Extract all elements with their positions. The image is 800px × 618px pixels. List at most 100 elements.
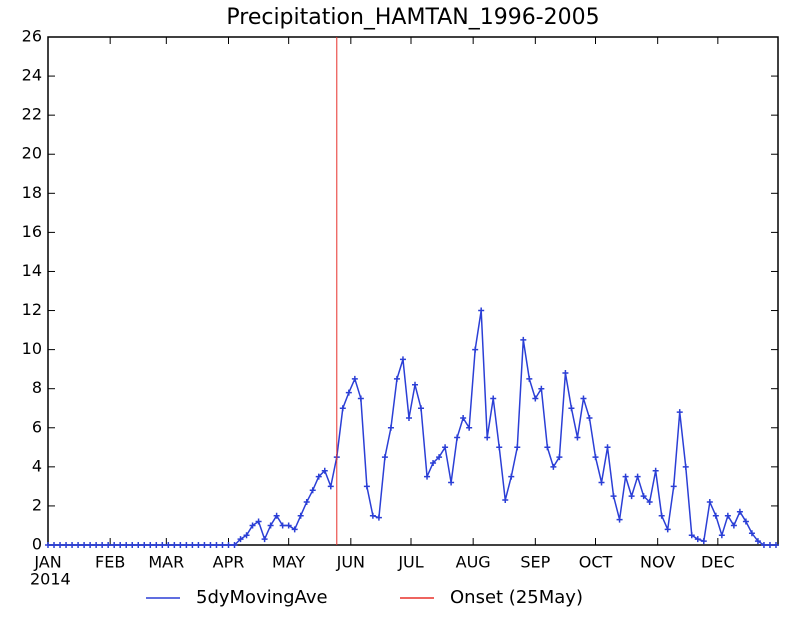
point-marker (718, 532, 725, 539)
point-marker (748, 530, 755, 537)
point-marker (195, 542, 202, 548)
point-marker (538, 385, 545, 392)
point-marker (207, 542, 214, 548)
point-marker (363, 483, 370, 490)
point-marker (658, 512, 665, 519)
point-marker (436, 454, 443, 461)
x-tick-label: JAN (33, 553, 61, 572)
y-tick-label: 20 (22, 144, 42, 163)
y-tick-label: 14 (22, 261, 42, 280)
point-marker (375, 514, 382, 521)
series-line (48, 310, 776, 546)
point-marker (448, 479, 455, 486)
point-marker (321, 467, 328, 474)
y-tick-label: 24 (22, 66, 42, 85)
legend-label: Onset (25May) (450, 587, 583, 608)
plot-frame (47, 36, 779, 546)
x-tick-label: OCT (579, 553, 613, 572)
point-marker (526, 375, 533, 382)
point-marker (189, 542, 196, 548)
point-marker (556, 454, 563, 461)
point-marker (736, 508, 743, 515)
point-marker (153, 542, 160, 548)
point-marker (502, 497, 509, 504)
point-marker (496, 444, 503, 451)
x-tick-label: MAY (272, 553, 306, 572)
point-marker (267, 522, 274, 529)
point-marker (652, 467, 659, 474)
point-marker (171, 542, 178, 548)
x-tick-label: JUN (336, 553, 365, 572)
point-marker (381, 454, 388, 461)
point-marker (63, 542, 70, 548)
point-marker (484, 434, 491, 441)
point-marker (111, 542, 118, 548)
point-marker (616, 516, 623, 523)
point-marker (291, 526, 298, 533)
point-marker (387, 424, 394, 431)
point-marker (279, 522, 286, 529)
point-marker (177, 542, 184, 548)
point-marker (339, 405, 346, 412)
point-marker (183, 542, 190, 548)
x-tick-label: MAR (148, 553, 184, 572)
x-tick-label: NOV (640, 553, 675, 572)
point-marker (742, 518, 749, 525)
y-tick-label: 0 (32, 535, 42, 554)
point-marker (562, 370, 569, 377)
point-marker (129, 542, 136, 548)
point-marker (99, 542, 106, 548)
point-marker (249, 522, 256, 529)
point-marker (309, 487, 316, 494)
point-marker (544, 444, 551, 451)
point-marker (105, 542, 112, 548)
point-marker (273, 512, 280, 519)
point-marker (712, 512, 719, 519)
point-marker (514, 444, 521, 451)
y-tick-label: 2 (32, 495, 42, 514)
legend-label: 5dyMovingAve (196, 587, 328, 608)
point-marker (123, 542, 130, 548)
point-marker (706, 499, 713, 506)
point-marker (766, 542, 773, 548)
point-marker (646, 499, 653, 506)
chart-title: Precipitation_HAMTAN_1996-2005 (226, 5, 599, 30)
x-tick-label: DEC (701, 553, 735, 572)
point-marker (418, 405, 425, 412)
point-marker (393, 375, 400, 382)
point-marker (568, 405, 575, 412)
x-tick-label: JUL (397, 553, 423, 572)
point-marker (357, 395, 364, 402)
point-marker (255, 518, 262, 525)
point-marker (303, 499, 310, 506)
point-marker (472, 346, 479, 353)
point-marker (399, 356, 406, 363)
point-marker (664, 526, 671, 533)
point-marker (532, 395, 539, 402)
point-marker (640, 493, 647, 500)
point-marker (87, 542, 94, 548)
point-marker (610, 493, 617, 500)
point-marker (688, 532, 695, 539)
y-tick-label: 8 (32, 378, 42, 397)
point-marker (93, 542, 100, 548)
point-marker (51, 542, 58, 548)
point-marker (261, 536, 268, 543)
point-marker (628, 493, 635, 500)
point-marker (345, 389, 352, 396)
point-marker (135, 542, 142, 548)
point-marker (592, 454, 599, 461)
point-marker (430, 459, 437, 466)
point-marker (225, 542, 232, 548)
point-marker (634, 473, 641, 480)
x-tick-label: APR (213, 553, 245, 572)
point-marker (724, 512, 731, 519)
point-marker (508, 473, 515, 480)
point-marker (237, 536, 244, 543)
point-marker (586, 415, 593, 421)
point-marker (772, 542, 779, 548)
point-marker (57, 542, 64, 548)
y-tick-label: 10 (22, 339, 42, 358)
y-tick-label: 12 (22, 300, 42, 319)
y-tick-label: 22 (22, 105, 42, 124)
